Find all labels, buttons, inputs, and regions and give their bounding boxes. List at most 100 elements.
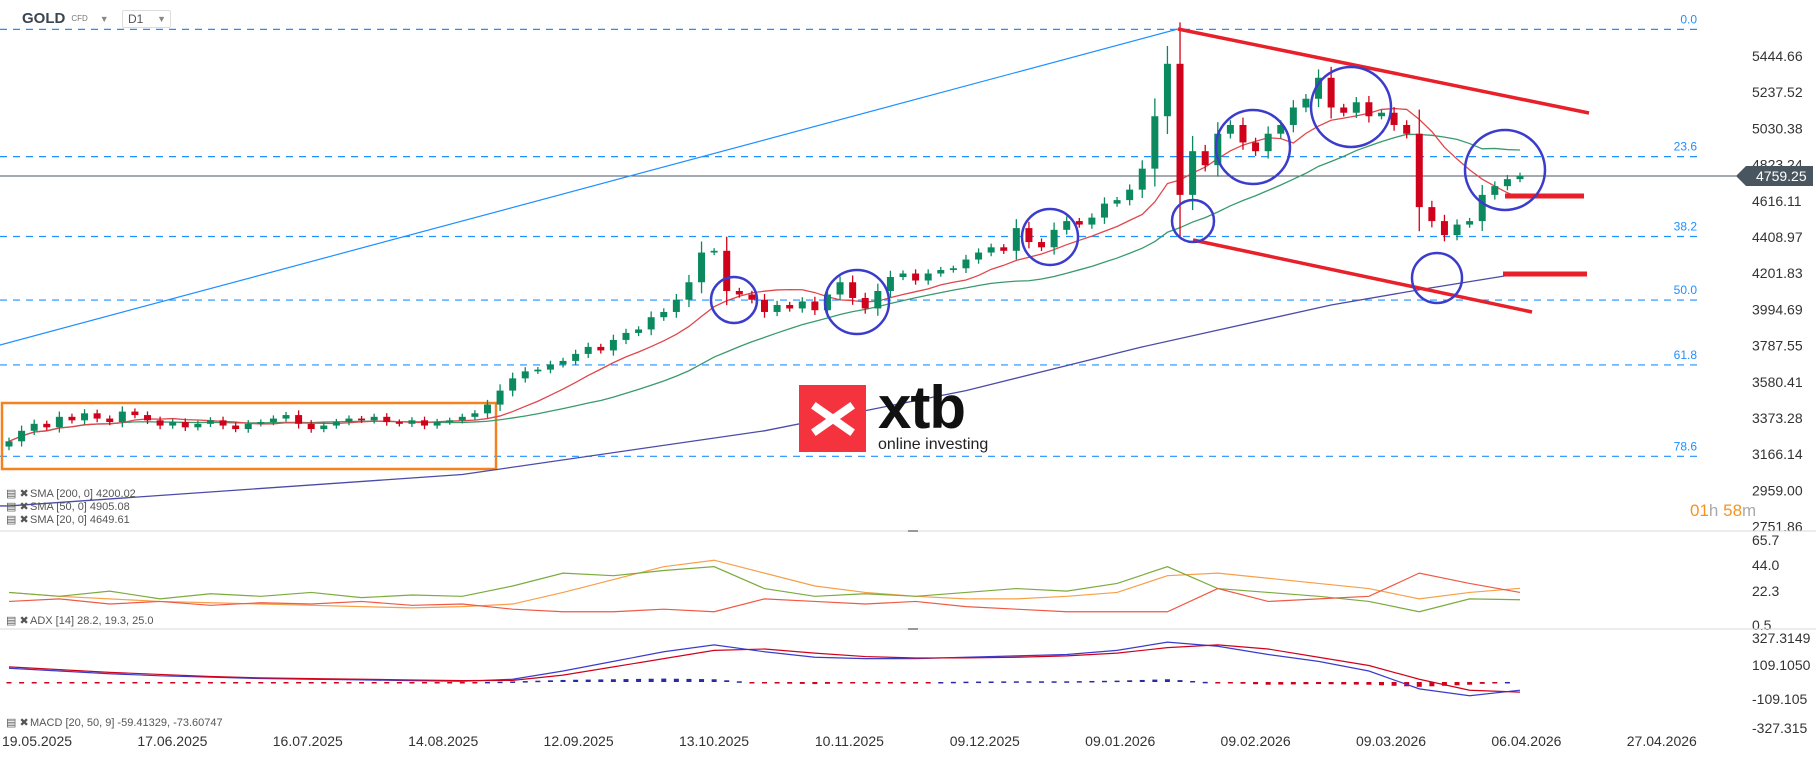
candle-body: [1440, 221, 1448, 236]
annotation-circle[interactable]: [1214, 108, 1292, 186]
sma20-line: [8, 107, 1521, 442]
logo-tagline: online investing: [878, 436, 989, 453]
candle-body: [534, 369, 542, 372]
xtb-logo: xtb online investing: [799, 378, 989, 454]
macd-histogram-bar: [1303, 682, 1309, 685]
candle: [1478, 184, 1486, 232]
macd-histogram-bar: [824, 682, 830, 684]
candle: [1226, 120, 1234, 139]
candle: [1163, 45, 1171, 135]
candle: [1252, 137, 1260, 156]
macd-line: [8, 641, 1521, 697]
candle-countdown: 01h 58m: [1690, 501, 1756, 521]
legend-macd[interactable]: ▤ ✖ MACD [20, 50, 9] -59.41329, -73.60747: [6, 717, 223, 729]
price-tick-label: 3580.41: [1752, 374, 1803, 390]
candle-body: [937, 270, 945, 274]
candle-body: [1138, 168, 1146, 190]
channel-lower-line[interactable]: [1192, 238, 1533, 314]
candle-body: [194, 423, 202, 428]
candle-body: [68, 416, 76, 421]
annotation-circle[interactable]: [1309, 65, 1393, 149]
trendline[interactable]: [0, 28, 1179, 346]
legend-sma20[interactable]: ▤ ✖ SMA [20, 0] 4649.61: [6, 514, 130, 526]
macd-histogram-bar: [686, 678, 692, 682]
candle: [1440, 214, 1448, 242]
candle: [483, 399, 491, 419]
candle-body: [1000, 247, 1008, 251]
candle: [295, 410, 303, 429]
minus-di-line: [8, 572, 1521, 613]
symbol-selector[interactable]: GOLD CFD ▼: [22, 10, 109, 27]
macd-histogram-bar: [1253, 682, 1259, 685]
candle: [433, 418, 441, 429]
candle-body: [685, 282, 693, 300]
candle: [106, 415, 114, 426]
macd-histogram-bar: [56, 682, 62, 684]
candle: [761, 293, 768, 318]
candle-body: [874, 290, 882, 309]
candle: [672, 293, 680, 318]
legend-adx-text: ADX [14] 28.2, 19.3, 25.0: [30, 615, 154, 627]
range-box[interactable]: [0, 401, 498, 471]
candle: [395, 419, 403, 427]
timeframe-select[interactable]: D1 ▼: [122, 10, 171, 28]
macd-histogram-bar: [497, 681, 503, 684]
candle: [1012, 219, 1020, 260]
annotation-circle[interactable]: [709, 275, 759, 325]
annotation-circles[interactable]: [709, 65, 1547, 336]
macd-histogram-bar: [573, 679, 579, 682]
macd-histogram-bar: [1114, 680, 1120, 683]
annotation-circle[interactable]: [1170, 198, 1216, 244]
legend-adx[interactable]: ▤ ✖ ADX [14] 28.2, 19.3, 25.0: [6, 615, 154, 627]
candle-body: [1415, 133, 1423, 208]
candle: [1189, 135, 1197, 211]
macd-histogram-bar: [938, 682, 944, 684]
legend-icons[interactable]: ▤ ✖: [6, 717, 29, 729]
legend-sma50[interactable]: ▤ ✖ SMA [50, 0] 4905.08: [6, 501, 130, 513]
candle: [30, 419, 38, 435]
legend-icons[interactable]: ▤ ✖: [6, 514, 29, 526]
channel-lines[interactable]: [1177, 27, 1590, 314]
fib-level-label: 23.6: [1674, 140, 1698, 154]
macd-tick-label: 109.1050: [1752, 657, 1811, 673]
chevron-down-icon[interactable]: ▼: [99, 13, 109, 24]
candle: [534, 367, 542, 375]
annotation-circle[interactable]: [1463, 128, 1547, 212]
plus-di-line: [8, 566, 1521, 613]
candle-body: [924, 273, 932, 281]
candle-body: [1478, 194, 1486, 222]
countdown-hours: 01: [1690, 501, 1709, 520]
macd-histogram-bar: [1215, 682, 1221, 684]
candle: [257, 419, 265, 427]
candle: [370, 413, 378, 424]
legend-icons[interactable]: ▤ ✖: [6, 501, 29, 513]
date-tick-label: 09.12.2025: [950, 733, 1020, 749]
annotation-circle[interactable]: [823, 268, 891, 336]
adx-tick-label: 44.0: [1752, 557, 1779, 573]
macd-histogram-bar: [762, 682, 767, 684]
candle-body: [307, 423, 315, 430]
candle: [559, 357, 567, 368]
candle: [622, 328, 630, 345]
annotation-circle[interactable]: [1020, 207, 1080, 267]
date-tick-label: 27.04.2026: [1627, 733, 1697, 749]
macd-histogram-bar: [510, 681, 516, 683]
macd-histogram-bar: [976, 681, 982, 684]
macd-histogram-bar: [31, 682, 37, 684]
macd-histogram-bar: [6, 682, 12, 684]
legend-icons[interactable]: ▤ ✖: [6, 615, 29, 627]
candle-body: [1466, 221, 1474, 225]
annotation-circle[interactable]: [1410, 251, 1464, 305]
candle-body: [1453, 224, 1461, 236]
channel-upper-line[interactable]: [1177, 27, 1590, 115]
candle-body: [572, 353, 580, 361]
candle: [282, 411, 290, 422]
current-price-tag: 4759.25: [1736, 166, 1813, 186]
candle: [874, 283, 882, 316]
legend-icons[interactable]: ▤ ✖: [6, 488, 29, 500]
candle-body: [912, 273, 920, 281]
candle-body: [949, 268, 957, 271]
legend-sma200[interactable]: ▤ ✖ SMA [200, 0] 4200.02: [6, 488, 136, 500]
candle: [1214, 122, 1222, 177]
